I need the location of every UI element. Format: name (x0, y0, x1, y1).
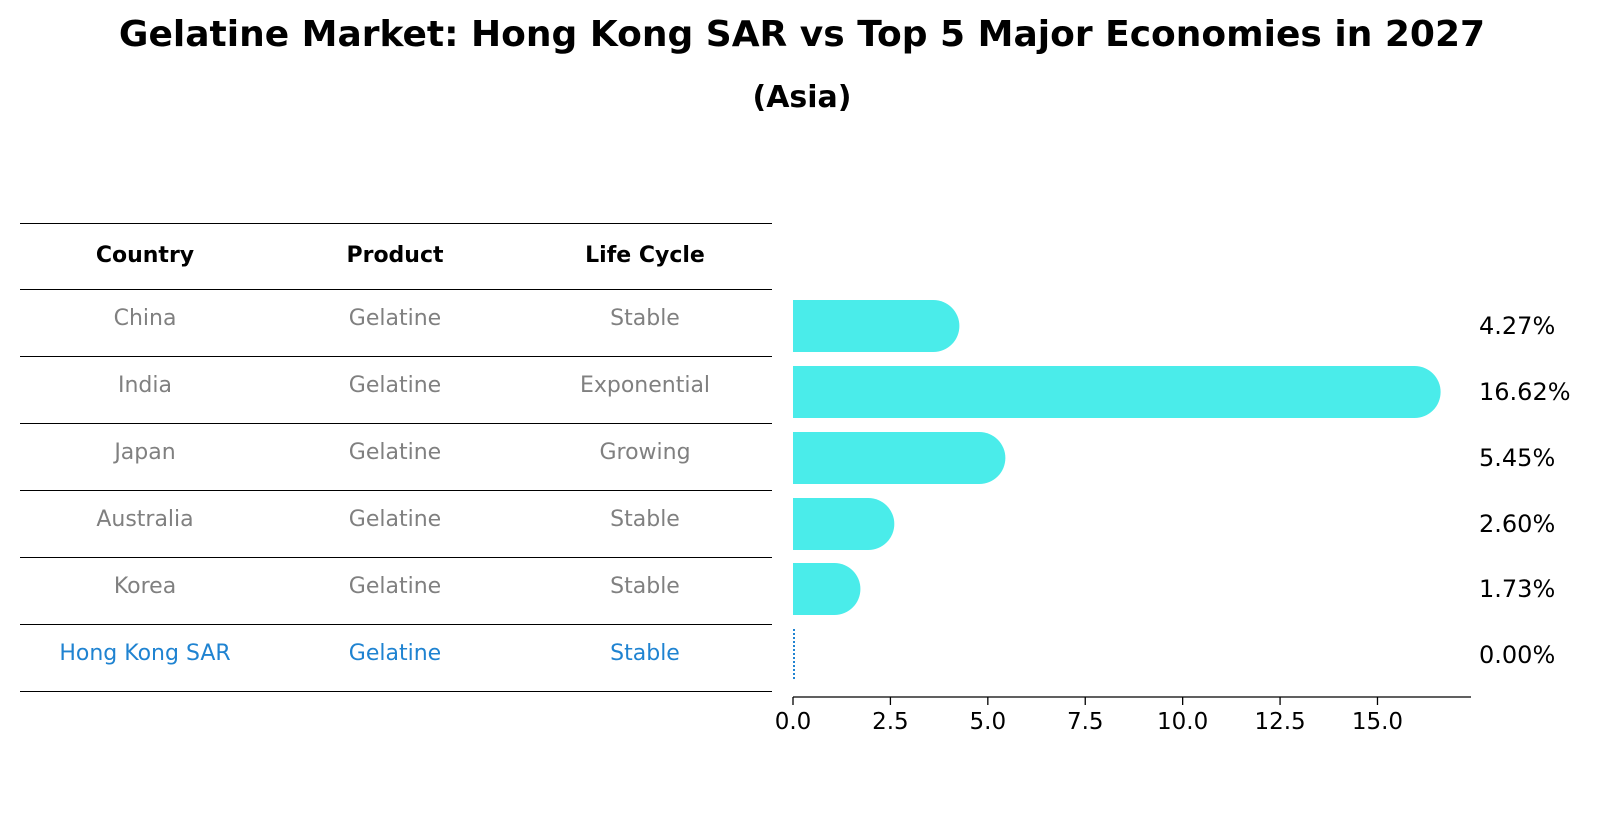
value-label: 4.27% (1479, 312, 1555, 340)
x-tick-label: 2.5 (872, 709, 909, 735)
table-rule (20, 490, 772, 491)
cell-product: Gelatine (348, 440, 442, 465)
cell-country: India (118, 373, 172, 398)
x-tick-label: 15.0 (1352, 709, 1403, 735)
table-rule (20, 423, 772, 424)
cell-life-cycle: Stable (610, 507, 680, 532)
cell-life-cycle: Exponential (579, 373, 711, 398)
cell-life-cycle: Growing (599, 440, 691, 465)
table-rule (20, 557, 772, 558)
value-label: 0.00% (1479, 641, 1555, 669)
x-tick-label: 5.0 (970, 709, 1007, 735)
cell-product: Gelatine (348, 306, 442, 331)
cell-country: China (113, 306, 177, 331)
x-tick-label: 0.0 (775, 709, 812, 735)
table-rule (20, 624, 772, 625)
bar (793, 563, 861, 615)
cell-life-cycle: Stable (610, 574, 680, 599)
x-tick-label: 10.0 (1157, 709, 1208, 735)
cell-country: Japan (114, 440, 176, 465)
table-rule (20, 356, 772, 357)
cell-product: Gelatine (348, 574, 442, 599)
value-label: 2.60% (1479, 510, 1555, 538)
cell-product: Gelatine (348, 373, 442, 398)
cell-life-cycle: Stable (610, 641, 680, 666)
table-rule (20, 691, 772, 692)
chart-subtitle: (Asia) (752, 80, 852, 115)
bar (793, 432, 1006, 484)
cell-product: Gelatine (348, 507, 442, 532)
header-product: Product (346, 243, 444, 268)
header-country: Country (95, 243, 195, 268)
value-label: 5.45% (1479, 444, 1555, 472)
table-rule (20, 289, 772, 290)
bar (793, 300, 960, 352)
x-tick-label: 7.5 (1067, 709, 1104, 735)
value-label: 16.62% (1479, 378, 1571, 406)
cell-country: Korea (113, 574, 177, 599)
cell-product: Gelatine (348, 641, 442, 666)
chart-title: Gelatine Market: Hong Kong SAR vs Top 5 … (118, 14, 1486, 55)
bar (793, 366, 1441, 418)
cell-country: Hong Kong SAR (59, 641, 231, 666)
x-tick-label: 12.5 (1254, 709, 1305, 735)
cell-country: Australia (96, 507, 194, 532)
header-life-cycle: Life Cycle (585, 243, 705, 268)
cell-life-cycle: Stable (610, 306, 680, 331)
table-rule (20, 223, 772, 224)
value-label: 1.73% (1479, 575, 1555, 603)
bar (793, 498, 895, 550)
